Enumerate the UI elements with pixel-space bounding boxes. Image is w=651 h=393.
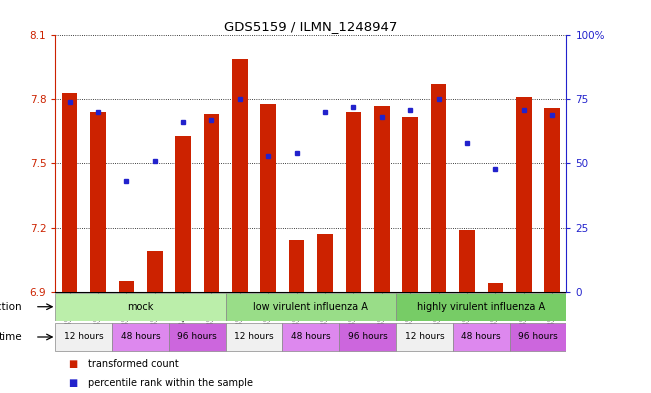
Bar bbox=[283, 323, 339, 351]
Text: transformed count: transformed count bbox=[88, 358, 178, 369]
Title: GDS5159 / ILMN_1248947: GDS5159 / ILMN_1248947 bbox=[224, 20, 398, 33]
Text: highly virulent influenza A: highly virulent influenza A bbox=[417, 302, 546, 312]
Text: ■: ■ bbox=[68, 358, 77, 369]
Bar bbox=[169, 323, 226, 351]
Bar bbox=[374, 106, 390, 292]
Text: 12 hours: 12 hours bbox=[234, 332, 274, 342]
Bar bbox=[396, 323, 453, 351]
Text: 12 hours: 12 hours bbox=[64, 332, 104, 342]
Text: 48 hours: 48 hours bbox=[120, 332, 160, 342]
Bar bbox=[55, 292, 226, 321]
Bar bbox=[346, 112, 361, 292]
Bar bbox=[510, 323, 566, 351]
Bar bbox=[226, 323, 283, 351]
Bar bbox=[112, 323, 169, 351]
Text: low virulent influenza A: low virulent influenza A bbox=[253, 302, 368, 312]
Bar bbox=[317, 234, 333, 292]
Text: ■: ■ bbox=[68, 378, 77, 388]
Bar bbox=[55, 323, 112, 351]
Bar bbox=[118, 281, 134, 292]
Bar bbox=[402, 116, 418, 292]
Bar bbox=[204, 114, 219, 292]
Text: 96 hours: 96 hours bbox=[348, 332, 387, 342]
Text: 48 hours: 48 hours bbox=[291, 332, 331, 342]
Bar bbox=[431, 84, 447, 292]
Text: percentile rank within the sample: percentile rank within the sample bbox=[88, 378, 253, 388]
Bar bbox=[396, 292, 566, 321]
Text: infection: infection bbox=[0, 302, 22, 312]
Bar bbox=[226, 292, 396, 321]
Bar bbox=[289, 241, 305, 292]
Text: 48 hours: 48 hours bbox=[462, 332, 501, 342]
Bar bbox=[544, 108, 560, 292]
Bar bbox=[62, 93, 77, 292]
Text: 12 hours: 12 hours bbox=[405, 332, 444, 342]
Text: mock: mock bbox=[128, 302, 154, 312]
Bar bbox=[488, 283, 503, 292]
Text: 96 hours: 96 hours bbox=[518, 332, 558, 342]
Text: time: time bbox=[0, 332, 22, 342]
Bar bbox=[260, 104, 276, 292]
Bar bbox=[516, 97, 532, 292]
Bar bbox=[147, 251, 163, 292]
Bar bbox=[453, 323, 510, 351]
Bar bbox=[459, 230, 475, 292]
Bar bbox=[175, 136, 191, 292]
Bar bbox=[90, 112, 105, 292]
Bar bbox=[232, 59, 247, 292]
Text: 96 hours: 96 hours bbox=[178, 332, 217, 342]
Bar bbox=[339, 323, 396, 351]
